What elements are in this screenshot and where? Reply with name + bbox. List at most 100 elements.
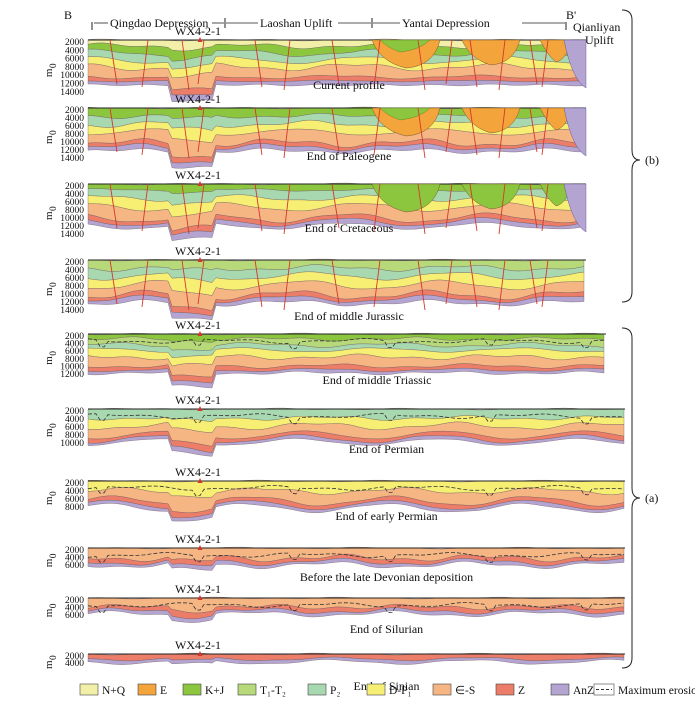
well-label: WX4-2-1 <box>175 393 221 407</box>
fault-line <box>254 183 263 232</box>
well-marker <box>197 651 203 656</box>
legend-label: D-P₁ <box>389 685 412 697</box>
depth-tick-label: 10000 <box>60 214 84 224</box>
depth-axis-unit: m <box>43 287 55 296</box>
depth-tick-label: 8000 <box>65 282 84 292</box>
region-qianliyan-line2: Uplift <box>585 33 614 47</box>
fault-line <box>373 39 381 88</box>
depth-tick-label: 14000 <box>60 154 84 164</box>
fault-line <box>498 183 506 235</box>
depth-tick-label: 2000 <box>65 38 84 48</box>
basin-fill <box>379 39 431 53</box>
depth-tick-label: 4000 <box>65 554 84 564</box>
legend-item: Z <box>495 683 525 697</box>
well-label: WX4-2-1 <box>175 244 221 258</box>
well-marker <box>197 545 203 550</box>
legend-label: P₂ <box>330 685 340 697</box>
well-label: WX4-2-1 <box>175 24 221 38</box>
depth-axis-unit-sub: 0 <box>49 130 59 135</box>
fault-line <box>141 259 149 308</box>
maximum-erosion-line <box>87 552 625 563</box>
depth-axis-unit: m <box>43 356 55 365</box>
fault-line <box>283 183 291 235</box>
depth-tick-label: 12000 <box>60 80 84 90</box>
fault-line <box>529 107 538 153</box>
panel-caption: End of early Permian <box>335 509 437 523</box>
panel-caption: End of Silurian <box>350 622 423 636</box>
fault-line <box>373 107 381 156</box>
stratum-band-anz <box>87 500 625 522</box>
depth-tick-label: 2000 <box>65 182 84 192</box>
legend-item: N+Q <box>79 683 126 697</box>
fault-line <box>254 39 263 88</box>
legend-item: ∈-S <box>432 683 475 697</box>
fault-line <box>181 183 190 235</box>
region-qingdao-depression: Qingdao Depression <box>110 16 208 30</box>
depth-tick-label: 2000 <box>65 546 84 556</box>
depth-axis-unit: m <box>43 496 55 505</box>
fault-line <box>417 259 426 311</box>
fault-line <box>529 39 538 85</box>
depth-tick-label: 2000 <box>65 652 84 662</box>
fault-line <box>417 39 426 91</box>
legend-swatch <box>550 683 570 696</box>
depth-tick-label: 6000 <box>65 198 84 208</box>
depth-axis-unit: m <box>43 660 55 669</box>
depth-axis-unit-sub: 0 <box>49 206 59 211</box>
depth-axis-unit: m <box>43 211 55 220</box>
legend-item: E <box>137 683 167 697</box>
fault-line <box>283 259 291 311</box>
stratum-band-anz <box>87 368 605 389</box>
fault-line <box>498 259 506 311</box>
depth-tick-label: 4000 <box>65 46 84 56</box>
fault-line <box>469 107 478 156</box>
fault-line <box>181 259 190 311</box>
fault-line <box>529 183 538 229</box>
well-marker <box>197 257 203 262</box>
depth-tick-label: 12000 <box>60 298 84 308</box>
fault-line <box>331 259 340 305</box>
depth-tick-label: 10000 <box>60 439 84 449</box>
well-marker <box>197 37 203 42</box>
stratum-band-anz <box>87 294 585 321</box>
fault-line <box>197 107 205 153</box>
fault-line <box>197 259 205 305</box>
fault-line <box>498 39 506 91</box>
fault-line <box>445 259 453 305</box>
fault-line <box>109 39 118 85</box>
fault-line <box>541 183 549 232</box>
depth-tick-label: 8000 <box>65 206 84 216</box>
fault-line <box>445 107 453 153</box>
panel-caption: End of Paleogene <box>307 149 392 163</box>
stratum-band-anz <box>87 656 625 665</box>
fault-line <box>141 183 149 232</box>
fault-line <box>469 183 478 232</box>
depth-tick-label: 4000 <box>65 340 84 350</box>
fault-line <box>445 183 453 229</box>
fault-line <box>417 183 426 235</box>
brace-a <box>621 327 641 669</box>
fault-line <box>197 183 205 229</box>
legend-swatch <box>432 683 452 696</box>
fault-line <box>445 39 453 85</box>
depth-tick-label: 10000 <box>60 290 84 300</box>
depth-tick-label: 14000 <box>60 306 84 316</box>
region-yantai-depression: Yantai Depression <box>402 16 490 30</box>
depth-tick-label: 6000 <box>65 611 84 621</box>
basement-block <box>563 107 587 157</box>
depth-tick-label: 10000 <box>60 71 84 81</box>
fault-line <box>469 259 478 308</box>
well-marker <box>197 181 203 186</box>
depth-tick-label: 4000 <box>65 266 84 276</box>
depth-tick-label: 14000 <box>60 230 84 240</box>
depth-axis-unit: m <box>43 608 55 617</box>
well-label: WX4-2-1 <box>175 638 221 652</box>
depth-tick-label: 2000 <box>65 106 84 116</box>
well-label: WX4-2-1 <box>175 532 221 546</box>
